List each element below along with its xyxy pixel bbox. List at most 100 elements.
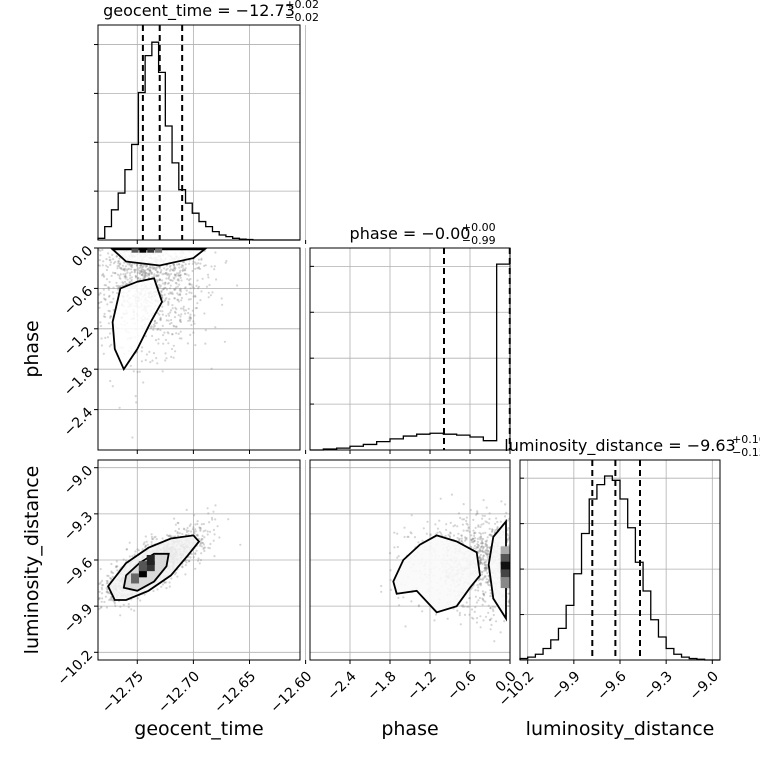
panel-phase-vs-geocent_time-point [124,272,127,275]
panel-luminosity_distance-vs-geocent_time-point [110,577,113,580]
panel-phase-vs-geocent_time-point [183,309,186,312]
panel-luminosity_distance-vs-geocent_time-point [194,530,197,533]
panel-phase-vs-geocent_time-point [185,273,188,276]
panel-luminosity_distance-vs-phase-point [479,557,482,560]
panel-phase-vs-geocent_time-point [94,316,96,318]
panel-phase-vs-geocent_time-point [99,321,102,324]
panel-phase-vs-geocent_time-point [124,280,127,283]
panel-phase-vs-geocent_time-point [197,262,200,265]
panel-phase-vs-geocent_time-point [108,310,111,313]
panel-phase-vs-geocent_time-point [164,281,167,284]
panel-phase-vs-geocent_time-point [171,292,174,296]
panel-luminosity_distance-vs-geocent_time-point [227,518,230,521]
panel-luminosity_distance-vs-phase-point [380,590,383,593]
panel-luminosity_distance-vs-phase-point [461,523,464,526]
panel-phase-vs-geocent_time-point [114,260,117,263]
panel-phase-vs-geocent_time-point [109,315,112,318]
panel-phase-vs-geocent_time-point [136,370,139,374]
panel-luminosity_distance-vs-geocent_time-point [183,528,186,531]
panel-luminosity_distance-vs-phase-density-cell [500,561,510,573]
panel-luminosity_distance-vs-geocent_time-point [210,516,214,519]
panel-phase-vs-geocent_time-point [214,326,217,329]
panel-phase-vs-geocent_time-point [110,274,113,277]
panel-luminosity_distance-vs-geocent_time-point [113,601,116,604]
panel-luminosity_distance-vs-geocent_time-point [167,534,170,538]
panel-phase-vs-geocent_time-point [161,279,164,282]
panel-luminosity_distance-vs-phase-point [472,537,475,540]
panel-phase-vs-geocent_time-point [63,266,65,268]
panel-luminosity_distance-vs-phase-point [449,521,452,525]
panel-phase-vs-geocent_time-point [175,286,178,289]
panel-phase-vs-geocent_time-point [140,268,143,271]
panel-luminosity_distance-vs-phase-point [484,581,487,584]
panel-luminosity_distance-vs-phase-point [484,566,487,569]
panel-phase-vs-geocent_time-point [140,350,143,353]
panel-luminosity_distance-vs-phase-point [470,538,473,541]
panel-phase-vs-geocent_time-point [199,262,202,265]
panel-luminosity_distance-vs-geocent_time-point [105,590,108,594]
panel-phase-vs-geocent_time-point [131,436,134,439]
panel-phase-vs-geocent_time-point [104,284,108,287]
panel-phase-vs-geocent_time-point [171,291,174,294]
panel-phase-vs-geocent_time-points [63,248,239,439]
panel-phase-vs-geocent_time-point [66,258,68,260]
panel-phase-vs-geocent_time-density-cell [131,248,139,253]
panel-luminosity_distance-vs-geocent_time-point [198,562,201,565]
panel-luminosity_distance-vs-phase-point [480,561,483,565]
panel-phase-vs-geocent_time-point [106,265,109,269]
panel-luminosity_distance-vs-phase-point [485,567,488,570]
panel-luminosity_distance-vs-phase-point [397,555,400,558]
panel-luminosity_distance-vs-phase-point [475,601,478,604]
panel-luminosity_distance-vs-phase-point [458,614,461,617]
panel-phase-vs-geocent_time-point [179,288,182,291]
panel-luminosity_distance-vs-phase-point [482,554,485,557]
panel-phase-vs-geocent_time-point [128,263,131,266]
panel-phase-vs-geocent_time-point [173,264,176,268]
panel-luminosity_distance-vs-phase-point [481,549,484,553]
panel-luminosity_distance-vs-phase-point [446,617,449,620]
panel-phase-vs-geocent_time-point [191,285,194,288]
panel-luminosity_distance-vs-geocent_time-point [90,590,92,592]
panel-phase-vs-geocent_time-point [155,267,158,270]
panel-luminosity_distance-vs-geocent_time-point [144,544,147,547]
panel-luminosity_distance-vs-geocent_time-point [161,583,164,586]
panel-luminosity_distance-vs-phase-point [474,547,477,550]
panel-luminosity_distance-vs-phase-point [456,525,459,528]
panel-phase-vs-geocent_time-point [109,301,112,304]
panel-phase-vs-geocent_time-point [117,262,120,265]
panel-phase-vs-geocent_time-point [147,268,150,271]
phase-yticklabel-1: −1.8 [61,364,96,399]
panel-phase-vs-geocent_time-point [129,281,132,284]
panel-phase-vs-geocent_time-point [169,311,172,314]
panel-luminosity_distance-vs-phase-point [479,582,483,585]
panel-luminosity_distance-vs-phase-point [479,536,483,539]
panel-luminosity_distance-vs-phase-point [448,536,451,539]
panel-luminosity_distance-vs-phase-point [485,553,488,556]
panel-phase-vs-geocent_time-point [179,315,182,318]
panel-phase-vs-geocent_time-point [159,318,162,321]
panel-phase-vs-geocent_time-point [168,298,171,301]
panel-luminosity_distance-vs-phase-point [484,563,487,567]
panel-phase-vs-geocent_time-point [195,284,198,287]
panel-phase-vs-geocent_time-point [179,271,182,274]
panel-luminosity_distance-vs-geocent_time-point [110,562,113,566]
panel-phase-vs-geocent_time-point [164,352,167,355]
panel-luminosity_distance-vs-geocent_time-density-cell [138,561,147,572]
panel-luminosity_distance-vs-phase-point [503,515,507,518]
panel-luminosity_distance-vs-phase-points [380,493,510,643]
panel-phase-vs-geocent_time-point [121,284,124,287]
panel-phase-vs-geocent_time-point [148,272,151,275]
panel-phase-vs-geocent_time-point [126,271,129,274]
panel-phase-vs-geocent_time-point [159,285,162,288]
panel-phase-vs-geocent_time-point [123,267,126,270]
panel-luminosity_distance-vs-phase-point [478,549,481,552]
panel-luminosity_distance-vs-geocent_time-point [193,531,196,534]
panel-phase-vs-geocent_time-point [102,288,105,291]
panel-luminosity_distance-vs-phase-point [445,528,448,532]
panel-phase-vs-geocent_time-point [138,272,141,275]
panel-phase-vs-geocent_time-point [173,310,177,313]
panel-phase-vs-geocent_time-point [119,267,123,270]
panel-phase-vs-geocent_time-point [165,268,168,271]
panel-luminosity_distance-vs-phase-point [471,616,474,619]
panel-phase-vs-geocent_time-point [160,294,163,297]
